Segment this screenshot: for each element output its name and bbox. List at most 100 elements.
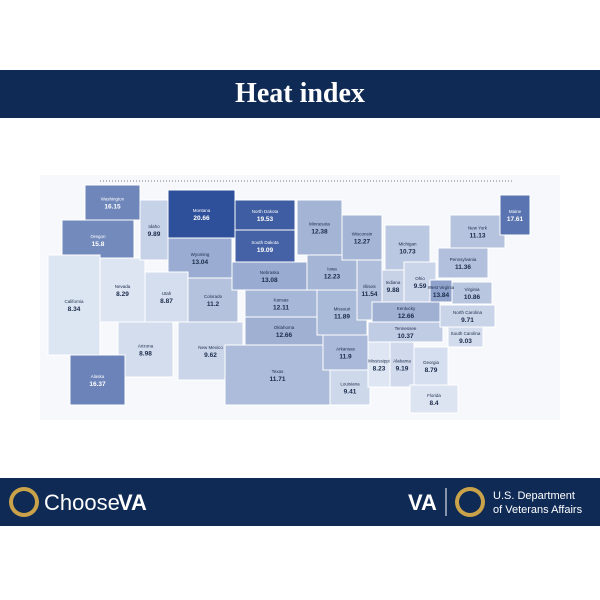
state-name: Indiana xyxy=(386,280,401,285)
state-name: Nebraska xyxy=(260,270,280,275)
state-name: Maine xyxy=(509,209,522,214)
state-name: Louisiana xyxy=(340,382,360,387)
state-name: North Carolina xyxy=(453,310,483,315)
seal-inner xyxy=(459,491,481,513)
state-value: 9.59 xyxy=(414,283,427,290)
state-name: South Carolina xyxy=(451,331,481,336)
state-value: 9.88 xyxy=(387,287,400,294)
state-name: Minnesota xyxy=(309,222,330,227)
state-value: 12.11 xyxy=(273,305,289,312)
state-name: Alaska xyxy=(91,374,105,379)
state-value: 17.61 xyxy=(507,216,524,223)
state-value: 11.71 xyxy=(270,376,286,383)
state xyxy=(234,199,296,231)
state-value: 8.79 xyxy=(425,367,438,374)
state-name: Colorado xyxy=(204,294,223,299)
state-name: Oregon xyxy=(90,234,106,239)
state-name: Texas xyxy=(272,369,285,374)
state xyxy=(69,354,126,406)
state xyxy=(231,261,308,291)
state-value: 12.66 xyxy=(276,332,293,339)
state-value: 12.27 xyxy=(354,239,371,246)
state xyxy=(84,184,141,221)
state-name: Kansas xyxy=(273,298,289,303)
state-name: New Mexico xyxy=(198,345,223,350)
state-value: 12.66 xyxy=(398,313,415,320)
state xyxy=(413,346,449,386)
state-value: 9.19 xyxy=(396,366,409,373)
state xyxy=(381,269,405,303)
state-value: 10.73 xyxy=(399,249,416,256)
state-name: Iowa xyxy=(327,267,337,272)
state-name: Kentucky xyxy=(397,306,416,311)
state-value: 15.8 xyxy=(92,241,105,248)
state xyxy=(439,304,496,328)
seal-inner xyxy=(13,491,35,513)
state-name: Missouri xyxy=(334,307,351,312)
state-name: Ohio xyxy=(415,276,425,281)
state-value: 8.98 xyxy=(139,351,152,358)
agency-line: U.S. Department xyxy=(493,490,575,502)
state-name: Oklahoma xyxy=(274,325,295,330)
state-value: 9.89 xyxy=(148,231,161,238)
state-value: 11.54 xyxy=(362,291,378,298)
state xyxy=(329,369,371,406)
state xyxy=(167,189,236,239)
state-name: Arkansas xyxy=(336,347,356,352)
state xyxy=(296,199,343,256)
state xyxy=(47,254,101,356)
state-value: 13.84 xyxy=(433,292,450,299)
state xyxy=(409,384,459,414)
state-name: Florida xyxy=(427,393,441,398)
state xyxy=(306,254,358,291)
state-value: 10.86 xyxy=(464,294,481,301)
state-value: 9.71 xyxy=(461,317,474,324)
state xyxy=(449,214,506,249)
state-name: Nevada xyxy=(115,284,131,289)
state-name: Alabama xyxy=(393,359,411,364)
state xyxy=(244,316,324,346)
footer: Choose VA VA U.S. Department of Veterans… xyxy=(9,487,583,517)
state xyxy=(234,229,296,263)
title-bar: Heat index xyxy=(0,70,600,118)
state-value: 12.23 xyxy=(324,274,341,281)
state-value: 16.37 xyxy=(89,381,106,388)
state-value: 9.41 xyxy=(344,389,357,396)
state-value: 19.09 xyxy=(257,247,274,254)
state xyxy=(139,199,169,261)
state-name: Tennessee xyxy=(395,326,417,331)
state-value: 20.66 xyxy=(193,215,210,222)
state-name: Wyoming xyxy=(191,252,210,257)
state xyxy=(437,247,489,279)
state-value: 12.38 xyxy=(311,229,328,236)
map: Washington 16.15 Oregon 15.8 California 8.34 N… xyxy=(40,175,560,420)
agency-line: of Veterans Affairs xyxy=(493,504,583,516)
state-name: Georgia xyxy=(423,360,440,365)
state-value: 16.15 xyxy=(104,204,121,211)
state-value: 19.53 xyxy=(257,216,274,223)
state xyxy=(167,237,233,279)
state-name: Virginia xyxy=(465,287,480,292)
state-name: Wisconsin xyxy=(352,232,373,237)
state-value: 13.08 xyxy=(261,277,278,284)
state xyxy=(144,271,189,323)
state xyxy=(367,341,391,388)
state-value: 11.13 xyxy=(470,233,486,240)
state-value: 13.04 xyxy=(192,259,209,266)
state-name: Washington xyxy=(101,197,125,202)
state-value: 8.87 xyxy=(160,298,173,305)
state xyxy=(499,194,531,236)
state xyxy=(61,219,135,261)
state xyxy=(99,257,146,323)
state xyxy=(187,277,239,323)
state-name: Mississippi xyxy=(368,359,390,364)
state-name: California xyxy=(64,299,84,304)
footer-bar: Choose VA VA U.S. Department of Veterans… xyxy=(0,478,600,526)
state-name: North Dakota xyxy=(252,209,279,214)
state-value: 9.62 xyxy=(204,352,217,359)
title: Heat index xyxy=(235,78,365,109)
state-value: 11.9 xyxy=(339,354,352,361)
state-name: West Virginia xyxy=(428,285,455,290)
state-value: 11.89 xyxy=(334,314,350,321)
